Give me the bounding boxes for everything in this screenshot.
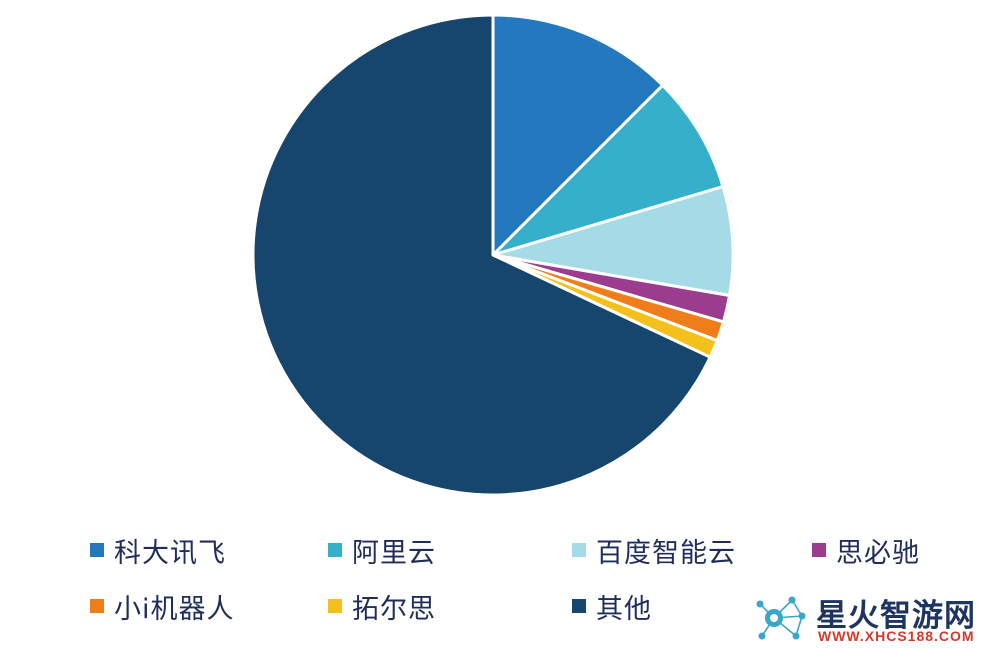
watermark: 星火智游网 WWW.XHCS188.COM	[752, 590, 997, 646]
pie-chart	[251, 13, 735, 497]
legend-item-xiaoi-robot: 小i机器人	[90, 586, 235, 626]
pie-slice-0	[491, 13, 665, 257]
legend-label: 拓尔思	[352, 593, 436, 625]
pie-slices	[251, 13, 735, 497]
legend-item-sibichi: 思必驰	[812, 530, 920, 570]
legend-swatch	[572, 599, 586, 613]
legend-item-keda-xunfei: 科大讯飞	[90, 530, 226, 570]
legend-label: 百度智能云	[596, 537, 736, 569]
legend-label: 思必驰	[836, 537, 920, 569]
pie-slice-1	[491, 83, 725, 257]
legend-item-aliyun: 阿里云	[328, 530, 436, 570]
legend-swatch	[572, 543, 586, 557]
pie-slice-2	[491, 185, 735, 298]
legend-label: 小i机器人	[114, 593, 235, 625]
legend-label: 科大讯飞	[114, 537, 226, 569]
legend-swatch	[90, 599, 104, 613]
legend-item-other: 其他	[572, 586, 652, 626]
watermark-title: 星火智游网	[816, 598, 976, 634]
network-logo-icon	[756, 596, 806, 640]
legend-item-tuoersi: 拓尔思	[328, 586, 436, 626]
legend-swatch	[328, 543, 342, 557]
legend-label: 其他	[596, 593, 652, 625]
legend-label: 阿里云	[352, 537, 436, 569]
watermark-url: WWW.XHCS188.COM	[818, 628, 975, 644]
legend: 科大讯飞 阿里云 百度智能云 思必驰 小i机器人 拓尔思 其他	[90, 530, 970, 630]
pie-slice-6	[251, 13, 712, 497]
legend-swatch	[328, 599, 342, 613]
legend-swatch	[812, 543, 826, 557]
legend-item-baidu-cloud: 百度智能云	[572, 530, 736, 570]
legend-swatch	[90, 543, 104, 557]
